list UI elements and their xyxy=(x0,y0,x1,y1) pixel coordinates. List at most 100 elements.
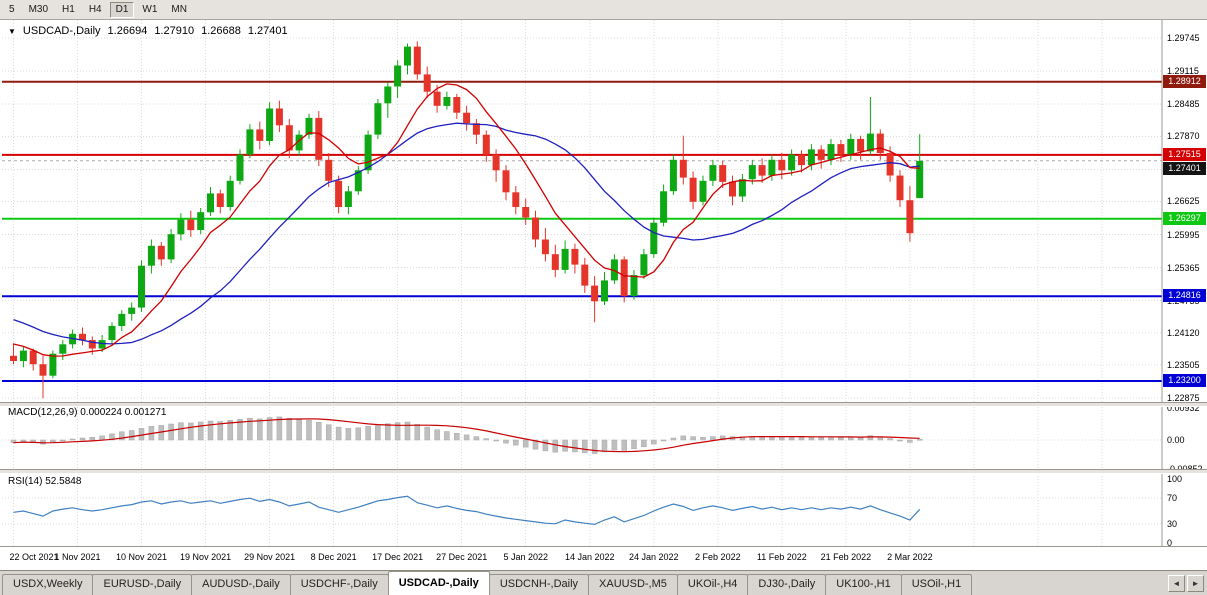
candle xyxy=(29,348,37,371)
candle xyxy=(472,119,480,145)
candle xyxy=(118,310,126,332)
candle xyxy=(354,166,362,195)
timeframe-button-m30[interactable]: M30 xyxy=(23,2,54,18)
price-axis-label: 1.28485 xyxy=(1167,99,1200,110)
candle xyxy=(640,248,648,279)
candle xyxy=(906,186,914,242)
price-line-tag[interactable]: 1.23200 xyxy=(1163,373,1206,387)
chart-canvas[interactable] xyxy=(0,0,1207,546)
candle xyxy=(216,189,224,214)
timeframe-button-h1[interactable]: H1 xyxy=(56,2,81,18)
candle xyxy=(788,149,796,176)
candle xyxy=(256,121,264,150)
price-axis-label: 1.27870 xyxy=(1167,131,1200,142)
candle xyxy=(197,208,205,235)
candle xyxy=(246,124,254,159)
tab-usdchf-daily[interactable]: USDCHF-,Daily xyxy=(289,574,389,595)
price-line-tag[interactable]: 1.24816 xyxy=(1163,289,1206,303)
timeframe-button-w1[interactable]: W1 xyxy=(136,2,163,18)
price-line-tag[interactable]: 1.27515 xyxy=(1163,147,1206,161)
tab-usdx-weekly[interactable]: USDX,Weekly xyxy=(2,574,94,595)
candle xyxy=(266,102,274,146)
price-axis-label: 1.25365 xyxy=(1167,262,1200,273)
price-line-tag[interactable]: 1.28912 xyxy=(1163,74,1206,88)
candle xyxy=(512,186,520,215)
macd-signal-line xyxy=(13,418,920,453)
candle xyxy=(423,66,431,98)
date-axis-label: 10 Nov 2021 xyxy=(116,552,168,562)
tab-audusd-daily[interactable]: AUDUSD-,Daily xyxy=(191,574,291,595)
chart-dropdown-icon[interactable]: ▼ xyxy=(8,26,16,36)
candle xyxy=(482,130,490,162)
candle xyxy=(374,99,382,139)
tab-dj30-daily[interactable]: DJ30-,Daily xyxy=(747,574,827,595)
tab-eurusd-daily[interactable]: EURUSD-,Daily xyxy=(92,574,193,595)
date-axis-label: 29 Nov 2021 xyxy=(244,552,296,562)
candle xyxy=(79,327,86,346)
current-price-tag: 1.27401 xyxy=(1163,161,1206,175)
date-axis-label: 17 Dec 2021 xyxy=(372,552,424,562)
tab-usdcad-daily[interactable]: USDCAD-,Daily xyxy=(387,571,490,595)
ma-slow-line xyxy=(13,122,920,345)
candle xyxy=(10,343,17,365)
timeframe-button-d1[interactable]: D1 xyxy=(109,1,135,18)
chart-header: ▼ USDCAD-,Daily 1.26694 1.27910 1.26688 … xyxy=(8,25,288,37)
macd-axis-label: 0.00 xyxy=(1167,435,1185,445)
price-axis-label: 1.29115 xyxy=(1167,66,1199,76)
tab-scroll-buttons: ◄ ► xyxy=(1168,575,1204,592)
candle xyxy=(443,91,451,110)
candle xyxy=(817,145,825,169)
date-axis-label: 19 Nov 2021 xyxy=(180,552,232,562)
candle xyxy=(502,165,510,201)
candle xyxy=(453,93,461,119)
candle xyxy=(660,184,668,227)
date-axis: 22 Oct 2021 1 Nov 2021 10 Nov 2021 19 Nov 2… xyxy=(0,546,1207,570)
candle xyxy=(541,228,549,262)
candle xyxy=(650,217,658,258)
candle xyxy=(561,240,569,274)
tab-usoil-h1[interactable]: USOil-,H1 xyxy=(900,574,973,595)
chart-tab-bar: USDX,Weekly EURUSD-,Daily AUDUSD-,Daily USD… xyxy=(0,570,1207,595)
timeframe-button-h4[interactable]: H4 xyxy=(83,2,108,18)
tab-xauusd-m5[interactable]: XAUUSD-,M5 xyxy=(588,574,678,595)
date-axis-label: 2 Feb 2022 xyxy=(695,552,741,562)
candle xyxy=(177,213,185,241)
rsi-line xyxy=(13,495,921,526)
candle xyxy=(571,243,579,274)
tab-uk100-h1[interactable]: UK100-,H1 xyxy=(825,574,902,595)
tab-usdcnh-daily[interactable]: USDCNH-,Daily xyxy=(488,574,590,595)
candle xyxy=(522,198,530,225)
date-axis-label: 1 Nov 2021 xyxy=(54,552,101,562)
candle xyxy=(147,239,155,274)
timeframe-button-5[interactable]: 5 xyxy=(3,2,21,18)
candle xyxy=(394,60,402,98)
ohlc-low: 1.26688 xyxy=(201,25,241,37)
rsi-axis-label: 0 xyxy=(1167,538,1173,548)
price-line-tag[interactable]: 1.26297 xyxy=(1163,211,1206,225)
tab-scroll-left-button[interactable]: ◄ xyxy=(1168,575,1185,592)
rsi-label: RSI(14) 52.5848 xyxy=(8,476,82,487)
candle xyxy=(128,302,136,321)
timeframe-toolbar: 5 M30 H1 H4 D1 W1 MN xyxy=(0,0,1207,20)
candles-layer xyxy=(10,41,924,399)
candle xyxy=(285,119,293,159)
candle xyxy=(492,149,500,182)
macd-panel-splitter[interactable] xyxy=(0,402,1207,407)
rsi-panel-splitter[interactable] xyxy=(0,469,1207,474)
candle xyxy=(620,256,628,303)
candle xyxy=(207,187,214,216)
macd-axis-label: 0.00932 xyxy=(1167,403,1200,414)
candle xyxy=(384,82,392,118)
candle xyxy=(837,139,845,162)
candle xyxy=(335,175,343,214)
candle xyxy=(19,346,27,368)
price-axis-label: 1.24120 xyxy=(1167,327,1200,338)
date-axis-label: 27 Dec 2021 xyxy=(436,552,488,562)
tab-ukoil-h4[interactable]: UKOil-,H4 xyxy=(676,574,749,595)
grid-layer xyxy=(2,20,1162,546)
tab-scroll-right-button[interactable]: ► xyxy=(1187,575,1204,592)
candle xyxy=(689,171,697,210)
macd-axis-label: -0.00852 xyxy=(1167,464,1203,474)
timeframe-button-mn[interactable]: MN xyxy=(165,2,193,18)
price-axis-label: 1.23505 xyxy=(1167,359,1200,370)
